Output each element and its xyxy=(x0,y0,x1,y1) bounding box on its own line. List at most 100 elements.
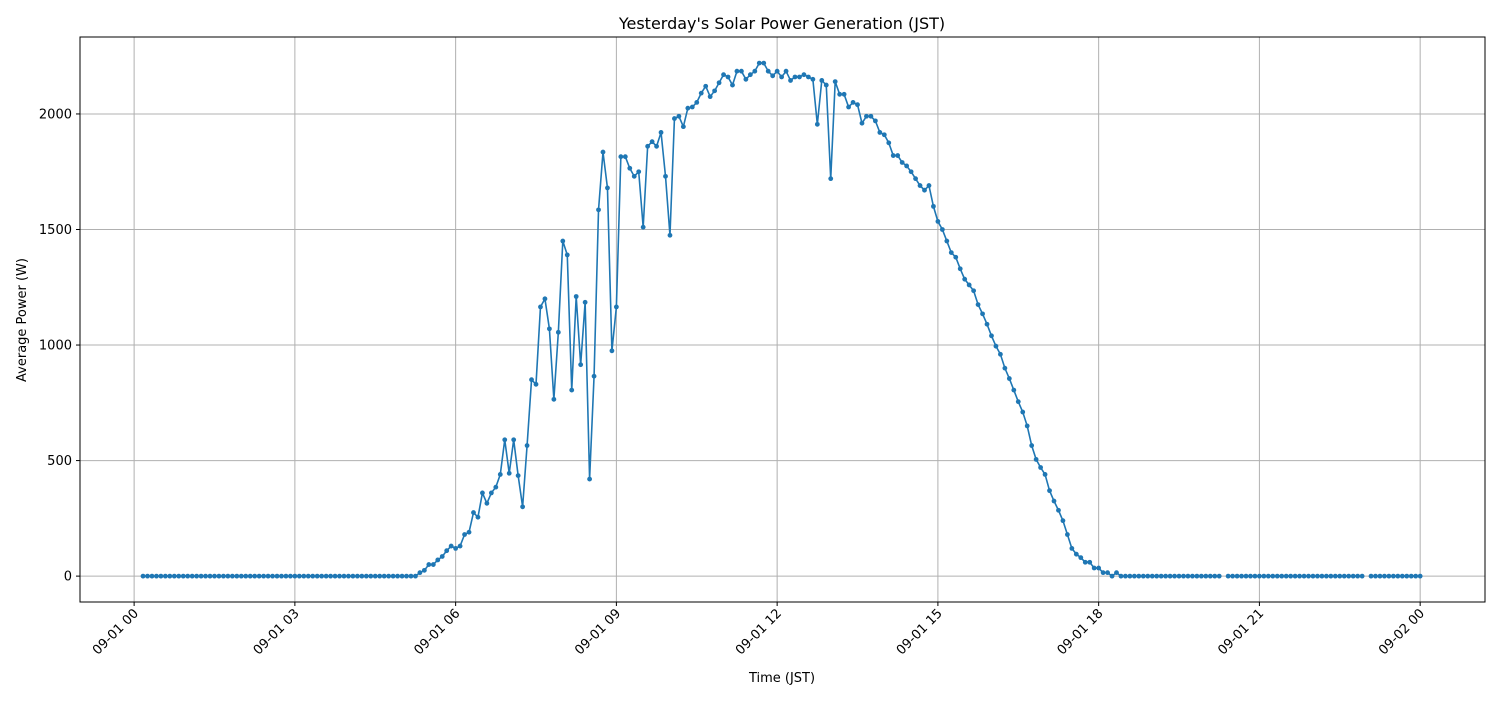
data-point xyxy=(1252,573,1258,579)
data-point xyxy=(864,113,869,119)
data-point xyxy=(1248,573,1253,579)
data-point xyxy=(346,573,351,579)
data-point xyxy=(582,299,588,305)
data-point xyxy=(783,68,789,74)
data-point xyxy=(1306,573,1311,579)
x-tick-label: 09-01 21 xyxy=(1215,606,1267,658)
data-point xyxy=(975,302,981,307)
data-point xyxy=(1163,573,1169,579)
data-point xyxy=(752,68,758,74)
data-point xyxy=(756,60,762,66)
chart-title: Yesterday's Solar Power Generation (JST) xyxy=(618,14,945,33)
data-point xyxy=(283,573,289,579)
data-point xyxy=(890,153,896,158)
data-point xyxy=(1020,409,1026,415)
data-point xyxy=(618,154,624,160)
data-point xyxy=(600,149,606,155)
data-point xyxy=(475,514,481,520)
data-point xyxy=(462,532,467,537)
data-point xyxy=(1082,559,1088,565)
data-point xyxy=(805,74,811,80)
data-point xyxy=(238,573,244,579)
data-point xyxy=(225,573,231,579)
data-point xyxy=(279,573,284,579)
x-axis-ticks: 09-01 00 09-01 03 09-01 06 09-01 09 09-01 12… xyxy=(90,602,1428,658)
data-point xyxy=(591,373,597,379)
data-point xyxy=(198,573,204,579)
data-point xyxy=(480,490,485,496)
data-point xyxy=(1190,573,1195,579)
data-point xyxy=(547,326,552,332)
data-point xyxy=(296,573,302,579)
grid-lines xyxy=(80,37,1485,602)
data-point xyxy=(560,238,566,244)
data-point xyxy=(1087,559,1093,565)
data-point xyxy=(484,500,490,506)
data-point xyxy=(922,187,927,193)
data-point xyxy=(1114,570,1119,576)
data-point xyxy=(1212,573,1218,579)
data-point xyxy=(381,573,387,579)
data-point xyxy=(605,185,610,191)
data-point xyxy=(1064,532,1070,537)
data-point xyxy=(1033,457,1039,462)
data-point xyxy=(721,72,726,78)
data-point xyxy=(471,510,476,515)
x-tick-label: 09-01 06 xyxy=(412,606,464,658)
data-point xyxy=(872,118,878,124)
data-point xyxy=(1332,573,1338,579)
data-point xyxy=(149,573,155,579)
data-point xyxy=(1390,573,1396,579)
x-axis-label: Time (JST) xyxy=(748,671,815,686)
data-point xyxy=(1078,555,1084,561)
data-point xyxy=(596,207,601,213)
y-tick-label: 2000 xyxy=(39,107,72,122)
data-point xyxy=(707,94,713,100)
data-point xyxy=(261,573,267,579)
data-point xyxy=(998,351,1003,357)
data-point xyxy=(497,472,503,477)
data-point xyxy=(716,80,722,86)
data-point xyxy=(877,130,883,135)
data-point xyxy=(256,573,262,579)
data-point xyxy=(466,529,472,535)
data-point xyxy=(1024,423,1030,429)
data-point xyxy=(323,573,329,579)
data-point xyxy=(1056,507,1061,513)
data-point xyxy=(1207,573,1213,579)
data-point xyxy=(895,153,901,158)
data-point xyxy=(310,573,316,579)
data-point xyxy=(176,573,182,579)
data-point xyxy=(613,304,619,310)
data-point xyxy=(622,154,628,160)
data-point xyxy=(703,83,709,89)
data-point xyxy=(881,132,887,138)
data-point xyxy=(457,543,463,549)
data-point xyxy=(515,473,521,478)
data-point xyxy=(1131,573,1137,579)
data-point xyxy=(1328,573,1334,579)
data-point xyxy=(488,490,494,496)
plot-frame xyxy=(79,36,1486,603)
data-point xyxy=(734,68,740,74)
data-point xyxy=(533,381,539,387)
data-point xyxy=(1073,551,1079,557)
data-point xyxy=(989,333,994,339)
data-point xyxy=(493,484,499,490)
data-point xyxy=(1154,573,1160,579)
data-point xyxy=(680,124,686,130)
data-point xyxy=(1346,573,1352,579)
data-point xyxy=(359,573,365,579)
data-point xyxy=(185,573,191,579)
data-point xyxy=(341,573,347,579)
data-point xyxy=(408,573,414,579)
data-point xyxy=(1297,573,1302,579)
data-point xyxy=(1158,573,1164,579)
data-point xyxy=(944,238,950,244)
data-point xyxy=(913,176,918,182)
data-point xyxy=(935,219,941,224)
data-point xyxy=(962,276,968,282)
data-point xyxy=(739,68,744,74)
data-point xyxy=(957,266,963,272)
data-point xyxy=(1283,573,1289,579)
